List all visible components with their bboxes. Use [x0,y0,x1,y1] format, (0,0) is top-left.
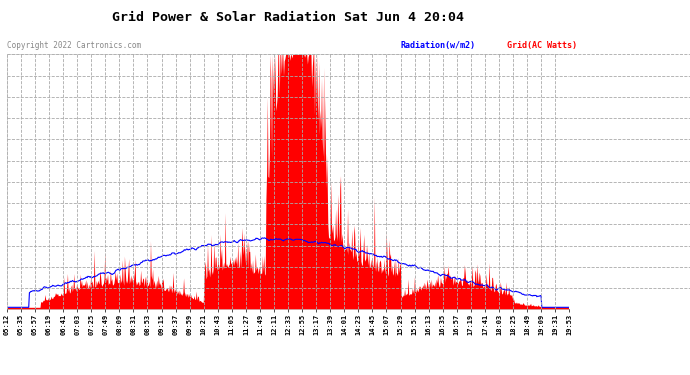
Text: Grid(AC Watts): Grid(AC Watts) [507,41,577,50]
Text: Grid Power & Solar Radiation Sat Jun 4 20:04: Grid Power & Solar Radiation Sat Jun 4 2… [112,11,464,24]
Text: Copyright 2022 Cartronics.com: Copyright 2022 Cartronics.com [7,41,141,50]
Text: Radiation(w/m2): Radiation(w/m2) [400,41,475,50]
